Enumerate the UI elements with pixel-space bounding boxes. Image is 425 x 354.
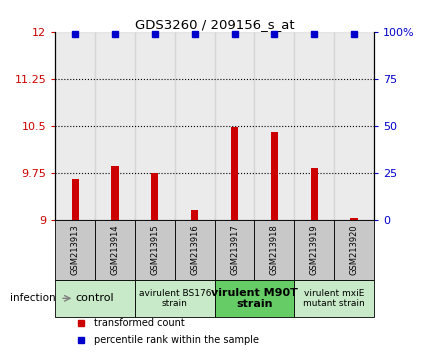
Bar: [175, 32, 215, 219]
Bar: [55, 280, 135, 317]
Text: GSM213914: GSM213914: [110, 224, 119, 275]
Bar: [71, 179, 79, 219]
Bar: [294, 280, 374, 317]
Bar: [111, 166, 119, 219]
Bar: [351, 218, 358, 219]
Bar: [334, 219, 374, 280]
Bar: [55, 219, 95, 280]
Bar: [294, 219, 334, 280]
Text: virulent M90T
strain: virulent M90T strain: [211, 287, 298, 309]
Text: GSM213920: GSM213920: [350, 224, 359, 275]
Bar: [334, 32, 374, 219]
Bar: [95, 32, 135, 219]
Text: GSM213913: GSM213913: [71, 224, 79, 275]
Bar: [215, 219, 255, 280]
Bar: [255, 219, 294, 280]
Text: GSM213917: GSM213917: [230, 224, 239, 275]
Bar: [135, 219, 175, 280]
Text: infection: infection: [10, 293, 55, 303]
Bar: [271, 132, 278, 219]
Title: GDS3260 / 209156_s_at: GDS3260 / 209156_s_at: [135, 18, 295, 31]
Bar: [95, 219, 135, 280]
Bar: [191, 210, 198, 219]
Text: GSM213919: GSM213919: [310, 224, 319, 275]
Text: control: control: [76, 293, 114, 303]
Text: transformed count: transformed count: [94, 318, 184, 329]
Bar: [151, 173, 159, 219]
Bar: [135, 280, 215, 317]
Text: GSM213918: GSM213918: [270, 224, 279, 275]
Bar: [231, 127, 238, 219]
Bar: [55, 32, 95, 219]
Bar: [215, 32, 255, 219]
Text: avirulent BS176
strain: avirulent BS176 strain: [139, 289, 211, 308]
Bar: [215, 280, 294, 317]
Text: GSM213915: GSM213915: [150, 224, 159, 275]
Text: GSM213916: GSM213916: [190, 224, 199, 275]
Bar: [135, 32, 175, 219]
Text: virulent mxiE
mutant strain: virulent mxiE mutant strain: [303, 289, 365, 308]
Bar: [294, 32, 334, 219]
Bar: [255, 32, 294, 219]
Bar: [311, 168, 318, 219]
Bar: [175, 219, 215, 280]
Text: percentile rank within the sample: percentile rank within the sample: [94, 335, 258, 345]
